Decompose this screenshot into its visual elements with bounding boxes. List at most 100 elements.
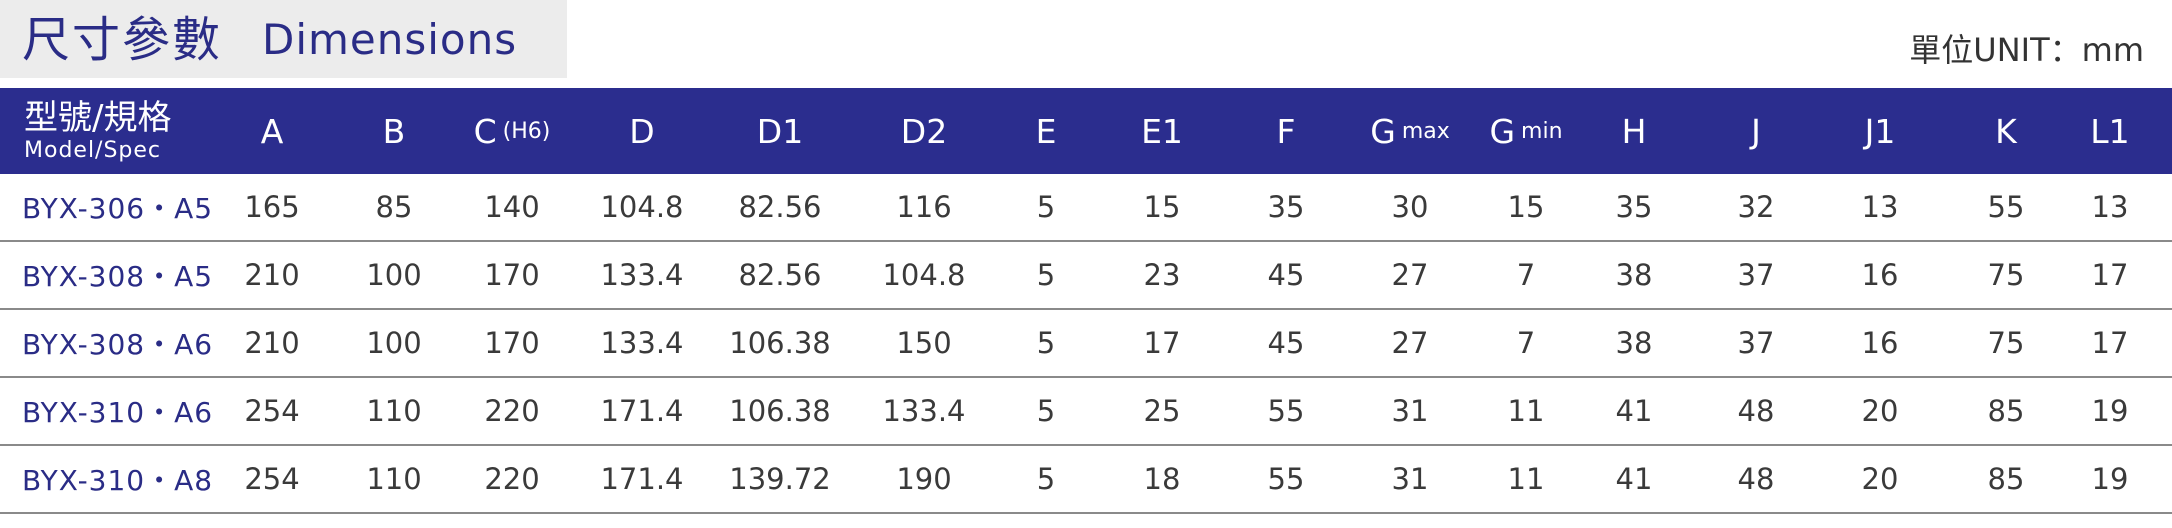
table-cell: 104.8: [882, 258, 966, 292]
table-cell: 18: [1143, 462, 1181, 496]
spec-header-cn: 型號/規格: [24, 98, 172, 138]
table-cell: 116: [896, 190, 952, 224]
column-header-d1: D1: [720, 88, 840, 174]
table-cell: 75: [1987, 326, 2025, 360]
column-header-label: E1: [1141, 111, 1183, 151]
column-header-label: D2: [900, 111, 948, 151]
table-cell: 5: [1036, 326, 1056, 360]
model-cell: BYX-310・A8: [22, 464, 214, 497]
table-cell: 48: [1737, 462, 1775, 496]
table-cell: 171.4: [600, 394, 684, 428]
column-header-label: D: [629, 111, 655, 151]
table-cell: 31: [1391, 394, 1429, 428]
table-cell: 85: [1987, 462, 2025, 496]
table-cell: 104.8: [600, 190, 684, 224]
table-cell: 38: [1615, 326, 1653, 360]
table-cell: 19: [2091, 394, 2129, 428]
table-cell: 110: [366, 394, 422, 428]
column-header-f: F: [1226, 88, 1346, 174]
table-cell: 210: [244, 258, 300, 292]
table-cell: 220: [484, 394, 540, 428]
table-cell: 13: [2091, 190, 2129, 224]
table-cell: 17: [1143, 326, 1181, 360]
column-header-label: H: [1621, 111, 1647, 151]
page-title-cn: 尺寸參數: [22, 12, 223, 68]
table-cell: 133.4: [882, 394, 966, 428]
table-cell: 16: [1861, 326, 1899, 360]
table-cell: 41: [1615, 462, 1653, 496]
table-cell: 171.4: [600, 462, 684, 496]
column-header-label: J: [1751, 111, 1761, 151]
table-cell: 170: [484, 326, 540, 360]
table-cell: 19: [2091, 462, 2129, 496]
table-cell: 220: [484, 462, 540, 496]
column-header-e1: E1: [1102, 88, 1222, 174]
column-header-j1: J1: [1820, 88, 1940, 174]
table-cell: 190: [896, 462, 952, 496]
column-header-sub: min: [1521, 118, 1563, 144]
table-cell: 82.56: [738, 258, 822, 292]
table-cell: 15: [1507, 190, 1545, 224]
table-cell: 17: [2091, 326, 2129, 360]
table-cell: 45: [1267, 326, 1305, 360]
table-cell: 150: [896, 326, 952, 360]
table-cell: 23: [1143, 258, 1181, 292]
table-cell: 254: [244, 462, 300, 496]
table-row: BYX-308・A5 210 100 170 133.4 82.56 104.8 5 23 45 2…: [0, 242, 2172, 310]
table-row: BYX-310・A6 254 110 220 171.4 106.38 133.4 5 25 55…: [0, 378, 2172, 446]
table-cell: 15: [1143, 190, 1181, 224]
table-cell: 20: [1861, 462, 1899, 496]
table-cell: 27: [1391, 326, 1429, 360]
column-header-label: G: [1489, 111, 1516, 151]
column-header-label: K: [1995, 111, 2017, 151]
table-row: BYX-310・A8 254 110 220 171.4 139.72 190 5 18 55 31…: [0, 446, 2172, 514]
column-header-label: D1: [756, 111, 804, 151]
table-cell: 48: [1737, 394, 1775, 428]
table-cell: 27: [1391, 258, 1429, 292]
column-header-d: D: [582, 88, 702, 174]
table-cell: 165: [244, 190, 300, 224]
table-cell: 106.38: [729, 394, 831, 428]
column-header-a: A: [212, 88, 332, 174]
table-cell: 17: [2091, 258, 2129, 292]
table-cell: 100: [366, 326, 422, 360]
table-cell: 85: [375, 190, 413, 224]
spec-header: 型號/規格 Model/Spec: [24, 98, 171, 164]
table-cell: 100: [366, 258, 422, 292]
column-header-k: K: [1946, 88, 2066, 174]
table-row: BYX-308・A6 210 100 170 133.4 106.38 150 5 17 45 27…: [0, 310, 2172, 378]
table-cell: 55: [1267, 394, 1305, 428]
table-cell: 55: [1267, 462, 1305, 496]
unit-label: 單位UNIT：mm: [1909, 31, 2144, 69]
table-cell: 31: [1391, 462, 1429, 496]
table-cell: 37: [1737, 326, 1775, 360]
table-cell: 37: [1737, 258, 1775, 292]
table-cell: 13: [1861, 190, 1899, 224]
table-cell: 45: [1267, 258, 1305, 292]
column-header-label: J1: [1864, 111, 1896, 151]
table-cell: 35: [1615, 190, 1653, 224]
column-header-sub: (H6): [502, 118, 551, 144]
column-header-label: G: [1370, 111, 1396, 151]
table-body: BYX-306・A5 165 85 140 104.8 82.56 116 5 15 35 30 15…: [0, 174, 2172, 514]
table-cell: 82.56: [738, 190, 822, 224]
table-cell: 5: [1036, 190, 1056, 224]
table-cell: 7: [1516, 326, 1536, 360]
table-cell: 254: [244, 394, 300, 428]
spec-header-en: Model/Spec: [24, 138, 162, 163]
column-header-label: E: [1035, 111, 1057, 151]
table-cell: 35: [1267, 190, 1305, 224]
column-header-b: B: [334, 88, 454, 174]
table-cell: 110: [366, 462, 422, 496]
table-cell: 133.4: [600, 258, 684, 292]
title-box: 尺寸參數 Dimensions: [0, 0, 567, 78]
table-cell: 5: [1036, 258, 1056, 292]
table-cell: 41: [1615, 394, 1653, 428]
table-cell: 75: [1987, 258, 2025, 292]
table-row: BYX-306・A5 165 85 140 104.8 82.56 116 5 15 35 30 15…: [0, 174, 2172, 242]
column-header-h: H: [1574, 88, 1694, 174]
page-title-en: Dimensions: [262, 15, 518, 64]
model-cell: BYX-306・A5: [22, 192, 214, 225]
column-header-label: L1: [2090, 111, 2130, 151]
